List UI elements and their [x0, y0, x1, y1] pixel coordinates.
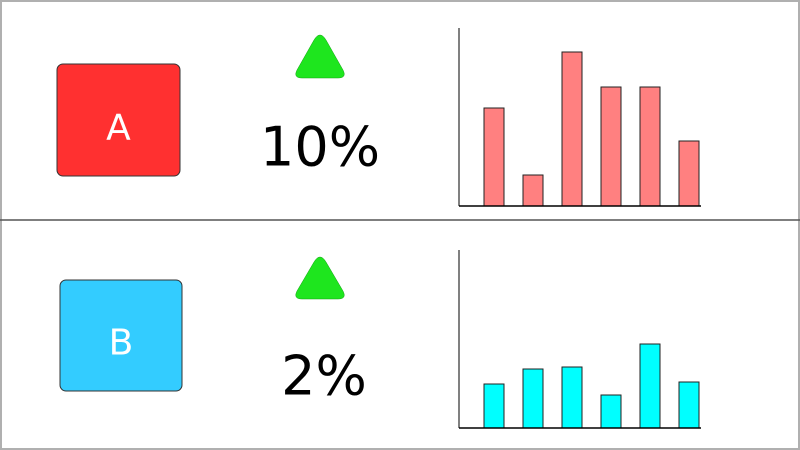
up-arrow — [295, 34, 345, 79]
bar — [639, 86, 661, 207]
bar — [522, 174, 544, 207]
bar — [678, 381, 700, 429]
bar — [600, 86, 622, 207]
bar — [561, 51, 583, 207]
bar — [483, 107, 505, 207]
bar — [600, 394, 622, 429]
bar — [522, 368, 544, 429]
change-value: 10% — [260, 116, 380, 179]
bar — [561, 366, 583, 429]
bar — [483, 383, 505, 429]
change-value: 2% — [281, 345, 367, 408]
badge-label: B — [109, 323, 134, 364]
up-arrow — [295, 256, 345, 300]
badge-label: A — [106, 108, 131, 149]
badge-box — [56, 63, 181, 177]
bar — [639, 343, 661, 429]
badge-box — [59, 279, 183, 392]
bar — [678, 140, 700, 207]
